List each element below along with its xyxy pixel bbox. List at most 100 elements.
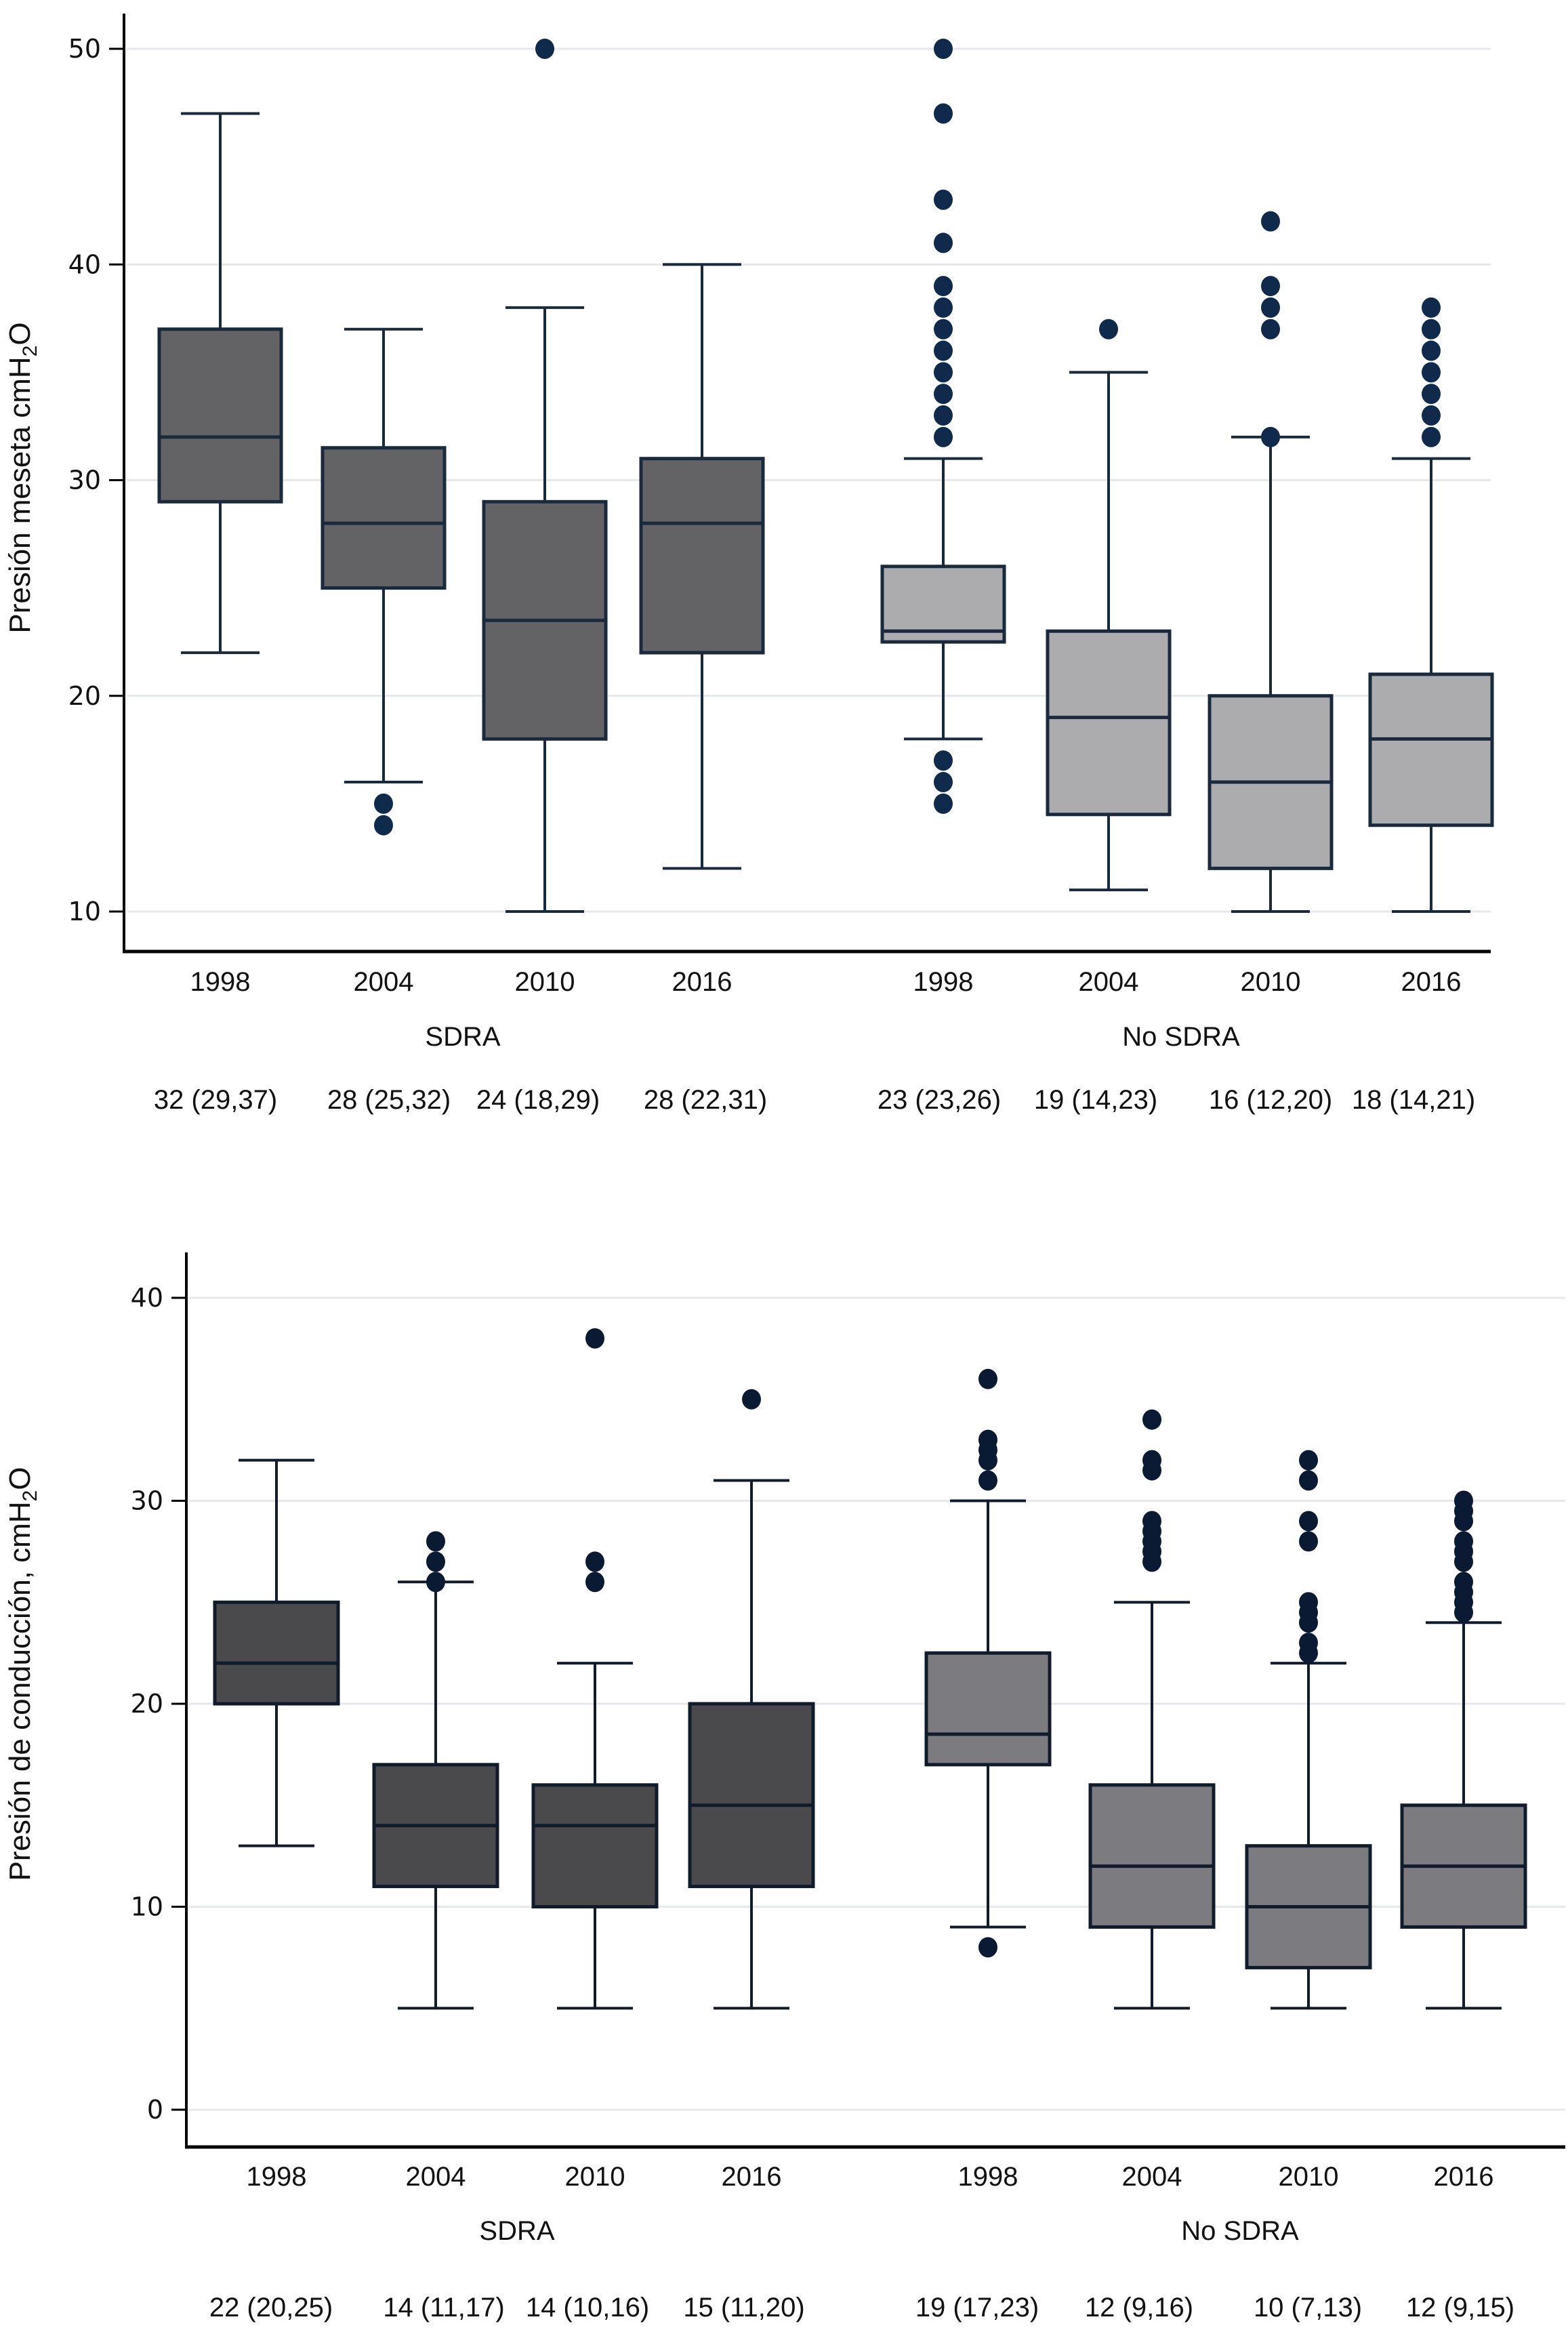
x-tick-label: 2010 [1241, 967, 1301, 997]
outlier-point [1099, 319, 1118, 340]
outlier-point [1454, 1551, 1473, 1572]
y-tick-label: 10 [68, 897, 101, 926]
outlier-point [585, 1328, 604, 1349]
y-axis-title: Presión meseta cmH2O [3, 322, 41, 633]
box-sdra-2010 [482, 39, 608, 913]
x-tick-label: 1998 [958, 2162, 1018, 2192]
iqr-box [880, 565, 1006, 644]
x-tick-label: 2004 [1079, 967, 1139, 997]
outlier-point [978, 1450, 997, 1471]
summary-label: 14 (10,16) [526, 2293, 649, 2323]
outlier-point [426, 1551, 445, 1572]
summary-label: 12 (9,16) [1085, 2293, 1193, 2323]
box-sdra-2016 [639, 263, 765, 870]
summary-label: 18 (14,21) [1352, 1085, 1475, 1115]
outlier-point [1299, 1450, 1318, 1471]
box-sdra-1998 [213, 1458, 340, 1847]
x-tick-label: 2010 [565, 2162, 625, 2192]
iqr-box [1368, 672, 1494, 827]
x-tick-label: 2004 [406, 2162, 466, 2192]
x-tick-label: 2010 [515, 967, 575, 997]
outlier-point [1422, 297, 1441, 318]
outlier-point [978, 1470, 997, 1491]
y-tick-label: 30 [68, 466, 101, 495]
iqr-box [321, 446, 447, 590]
box-no-sdra-2010 [1245, 1450, 1372, 2010]
y-tick-label: 40 [131, 1283, 163, 1313]
summary-label: 22 (20,25) [209, 2293, 333, 2323]
iqr-box [924, 1651, 1052, 1767]
outlier-point [1422, 384, 1441, 405]
outlier-point [1299, 1511, 1318, 1532]
outlier-point [934, 362, 953, 383]
y-tick-label: 20 [68, 681, 101, 711]
x-tick-label: 2004 [354, 967, 414, 997]
outlier-point [742, 1389, 761, 1410]
summary-label: 16 (12,20) [1209, 1085, 1332, 1115]
outlier-point [934, 340, 953, 361]
box-no-sdra-2010 [1208, 211, 1334, 913]
y-tick-label: 50 [68, 34, 101, 64]
outlier-point [426, 1572, 445, 1593]
summary-label: 23 (23,26) [878, 1085, 1001, 1115]
outlier-point [978, 1368, 997, 1389]
box-no-sdra-2016 [1368, 297, 1494, 913]
outlier-point [934, 319, 953, 340]
y-tick-label: 20 [131, 1689, 163, 1719]
outlier-point [1422, 405, 1441, 426]
outlier-point [1142, 1460, 1161, 1481]
summary-label: 19 (14,23) [1034, 1085, 1157, 1115]
outlier-point [1299, 1643, 1318, 1664]
summary-label: 10 (7,13) [1254, 2293, 1362, 2323]
x-tick-label: 2016 [1434, 2162, 1494, 2192]
outlier-point [1299, 1612, 1318, 1633]
box-sdra-2010 [531, 1328, 659, 2010]
box-no-sdra-1998 [924, 1368, 1052, 1958]
box-no-sdra-2016 [1400, 1490, 1527, 2010]
outlier-point [1299, 1531, 1318, 1552]
y-tick-label: 0 [147, 2095, 163, 2125]
outlier-point [535, 39, 554, 59]
outlier-point [1261, 276, 1280, 297]
x-tick-label: 2016 [1401, 967, 1462, 997]
outlier-point [934, 276, 953, 297]
box-sdra-2016 [688, 1389, 815, 2010]
chart-panel-2: 0 10 20 30 40 Presión de conducción, cmH2O 199… [3, 1252, 1565, 2323]
outlier-point [374, 793, 393, 814]
outlier-point [1454, 1511, 1473, 1532]
box-no-sdra-1998 [880, 39, 1006, 814]
outlier-point [585, 1551, 604, 1572]
box-sdra-2004 [372, 1531, 499, 2010]
outlier-point [1422, 319, 1441, 340]
outlier-point [978, 1937, 997, 1958]
x-tick-label: 2016 [722, 2162, 782, 2192]
outlier-point [374, 815, 393, 836]
outlier-point [934, 793, 953, 814]
outlier-point [934, 772, 953, 793]
outlier-point [934, 750, 953, 771]
outlier-point [934, 426, 953, 447]
iqr-box [213, 1600, 340, 1706]
outlier-point [426, 1531, 445, 1552]
outlier-point [1454, 1602, 1473, 1623]
outlier-point [1142, 1551, 1161, 1572]
box-no-sdra-2004 [1046, 319, 1172, 892]
outlier-point [1261, 426, 1280, 447]
outlier-point [1422, 426, 1441, 447]
iqr-box [157, 327, 283, 504]
y-tick-label: 40 [68, 249, 101, 279]
box-no-sdra-2004 [1088, 1409, 1216, 2010]
summary-label: 12 (9,15) [1406, 2293, 1514, 2323]
y-tick-label: 30 [131, 1486, 163, 1516]
outlier-point [934, 297, 953, 318]
outlier-point [1422, 362, 1441, 383]
outlier-point [1142, 1409, 1161, 1430]
iqr-box [688, 1702, 815, 1889]
outlier-point [934, 405, 953, 426]
outlier-point [1261, 319, 1280, 340]
x-tick-label: 2004 [1122, 2162, 1182, 2192]
iqr-box [531, 1783, 659, 1909]
outlier-point [934, 39, 953, 59]
outlier-point [1422, 340, 1441, 361]
